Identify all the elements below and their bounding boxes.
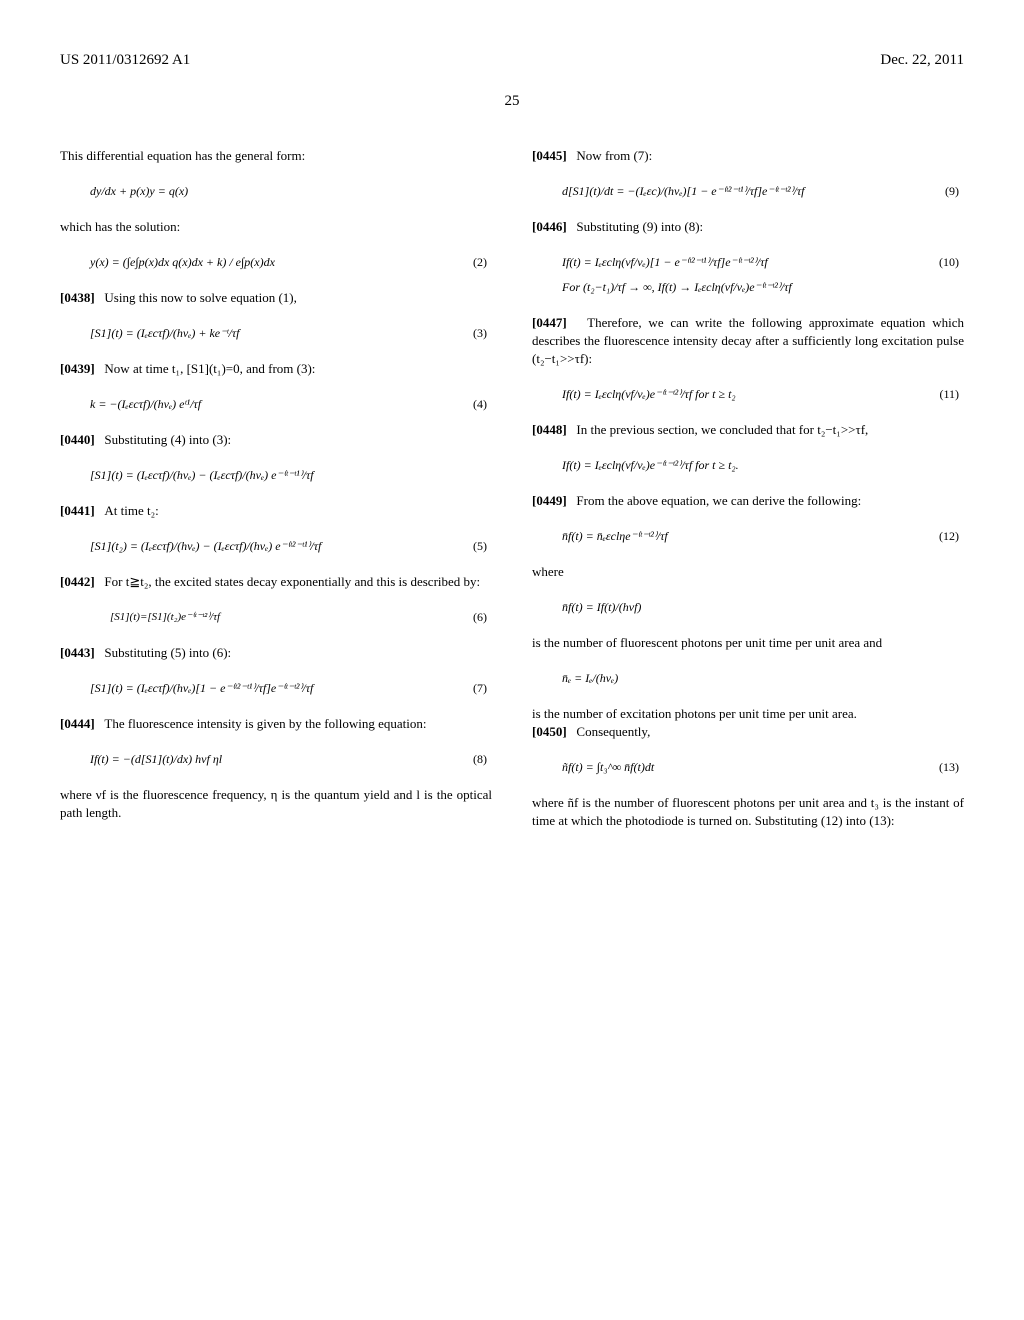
equation-4b: [S1](t) = (Iₑεcτf)/(hνₑ) − (Iₑεcτf)/(hνₑ… [90,467,492,484]
equation-7: [S1](t) = (Iₑεcτf)/(hνₑ)[1 − e⁻⁽ᵗ²⁻ᵗ¹⁾/τ… [90,680,492,697]
equation-12: n̄f(t) = n̄ₑεclηe⁻⁽ᵗ⁻ᵗ²⁾/τf (12) [562,528,964,545]
page-number: 25 [60,91,964,112]
equation-11: If(t) = Iₑεclη(νf/νₑ)e⁻⁽ᵗ⁻ᵗ²⁾/τf for t ≥… [562,386,964,403]
content-columns: This differential equation has the gener… [60,147,964,845]
publication-number: US 2011/0312692 A1 [60,50,190,71]
equation-9: d[S1](t)/dt = −(Iₑεc)/(hνₑ)[1 − e⁻⁽ᵗ²⁻ᵗ¹… [562,183,964,200]
equation-3: [S1](t) = (Iₑεcτf)/(hνₑ) + ke⁻ᵗ/τf (3) [90,325,492,342]
paragraph-nf: is the number of fluorescent photons per… [532,634,964,652]
paragraph-0449: [0449] From the above equation, we can d… [532,492,964,510]
paragraph-0438: [0438] Using this now to solve equation … [60,289,492,307]
paragraph-ne: is the number of excitation photons per … [532,705,964,741]
publication-date: Dec. 22, 2011 [880,50,964,71]
equation-10: If(t) = Iₑεclη(νf/νₑ)[1 − e⁻⁽ᵗ²⁻ᵗ¹⁾/τf]e… [562,254,964,296]
paragraph-0440: [0440] Substituting (4) into (3): [60,431,492,449]
equation-5: [S1](t₂) = (Iₑεcτf)/(hνₑ) − (Iₑεcτf)/(hν… [90,538,492,555]
equation-ne: n̄ₑ = Iₑ/(hνₑ) [562,670,964,687]
paragraph-0441: [0441] At time t₂: [60,502,492,520]
right-column: [0445] Now from (7): d[S1](t)/dt = −(Iₑε… [532,147,964,845]
equation-13: ñf(t) = ∫t₃^∞ n̄f(t)dt (13) [562,759,964,776]
paragraph-0445: [0445] Now from (7): [532,147,964,165]
paragraph-last-right: where ñf is the number of fluorescent ph… [532,794,964,830]
paragraph-0444: [0444] The fluorescence intensity is giv… [60,715,492,733]
paragraph-0439: [0439] Now at time t₁, [S1](t₁)=0, and f… [60,360,492,378]
paragraph-0446: [0446] Substituting (9) into (8): [532,218,964,236]
where-text: where [532,563,964,581]
paragraph-0443: [0443] Substituting (5) into (6): [60,644,492,662]
equation-8: If(t) = −(d[S1](t)/dx) hνf ηl (8) [90,751,492,768]
paragraph-0448: [0448] In the previous section, we concl… [532,421,964,439]
equation-4: k = −(Iₑεcτf)/(hνₑ) eᵗ¹/τf (4) [90,396,492,413]
paragraph-0447: [0447] Therefore, we can write the follo… [532,314,964,369]
equation-ode: dy/dx + p(x)y = q(x) [90,183,492,200]
page-header: US 2011/0312692 A1 Dec. 22, 2011 [60,50,964,71]
equation-11b: If(t) = Iₑεclη(νf/νₑ)e⁻⁽ᵗ⁻ᵗ²⁾/τf for t ≥… [562,457,964,474]
paragraph-last-left: where νf is the fluorescence frequency, … [60,786,492,822]
paragraph-0442: [0442] For t≧t₂, the excited states deca… [60,573,492,591]
paragraph: This differential equation has the gener… [60,147,492,165]
left-column: This differential equation has the gener… [60,147,492,845]
equation-6: [S1](t)=[S1](t₂)e⁻⁽ᵗ⁻ᵗ²⁾/τf (6) [110,609,492,626]
equation-2: y(x) = (∫e∫p(x)dx q(x)dx + k) / e∫p(x)dx… [90,254,492,271]
equation-nf: n̄f(t) = If(t)/(hνf) [562,599,964,616]
paragraph: which has the solution: [60,218,492,236]
